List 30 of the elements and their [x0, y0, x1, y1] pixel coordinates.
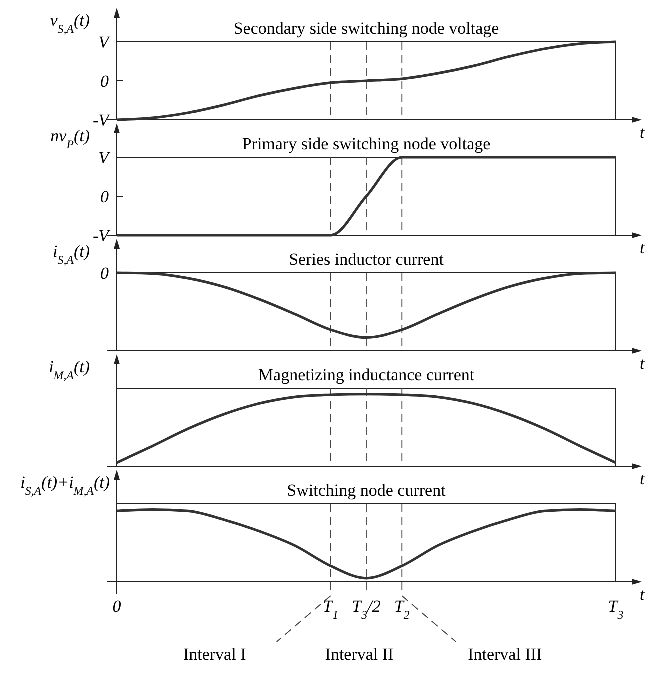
text: 0 — [100, 264, 110, 283]
y-axis-title: v$_{S,A}$(t) — [50, 11, 90, 36]
text: Interval III — [468, 645, 543, 664]
y-axis-title: i$_{S,A}$(t)+i$_{M,A}$(t) — [20, 473, 110, 498]
chart-title: Secondary side switching node voltage — [234, 19, 500, 38]
text: Interval II — [325, 645, 394, 664]
chart-title: Primary side switching node voltage — [242, 134, 491, 154]
text: V — [98, 33, 112, 52]
y-axis-title: i$_{S,A}$(t) — [53, 242, 90, 267]
x-tick-label: T$_{1}$ — [323, 597, 339, 622]
y-axis-title: i$_{M,A}$(t) — [49, 358, 90, 382]
x-axis-title: t — [640, 354, 646, 373]
chart-title: Magnetizing inductance current — [258, 366, 475, 384]
chart-title: Series inductor current — [289, 250, 444, 269]
x-axis-title: t — [640, 238, 646, 258]
y-axis-title: nv$_{P}$(t) — [50, 126, 90, 152]
x-tick-label: T$_{3}$/2 — [352, 597, 382, 622]
text: Interval I — [183, 645, 247, 664]
text: -V — [92, 226, 112, 246]
x-axis-title: t — [640, 470, 646, 488]
x-tick-label: 0 — [112, 597, 122, 616]
x-tick-label: T$_{3}$ — [608, 597, 624, 622]
text: 0 — [100, 72, 110, 91]
text: 0 — [100, 188, 110, 206]
text: -V — [92, 111, 112, 130]
chart-title: Switching node current — [287, 481, 446, 500]
x-axis-title: t — [640, 585, 646, 604]
x-tick-label: T$_{2}$ — [394, 597, 410, 622]
text: V — [98, 148, 112, 168]
x-axis-title: t — [640, 123, 646, 142]
